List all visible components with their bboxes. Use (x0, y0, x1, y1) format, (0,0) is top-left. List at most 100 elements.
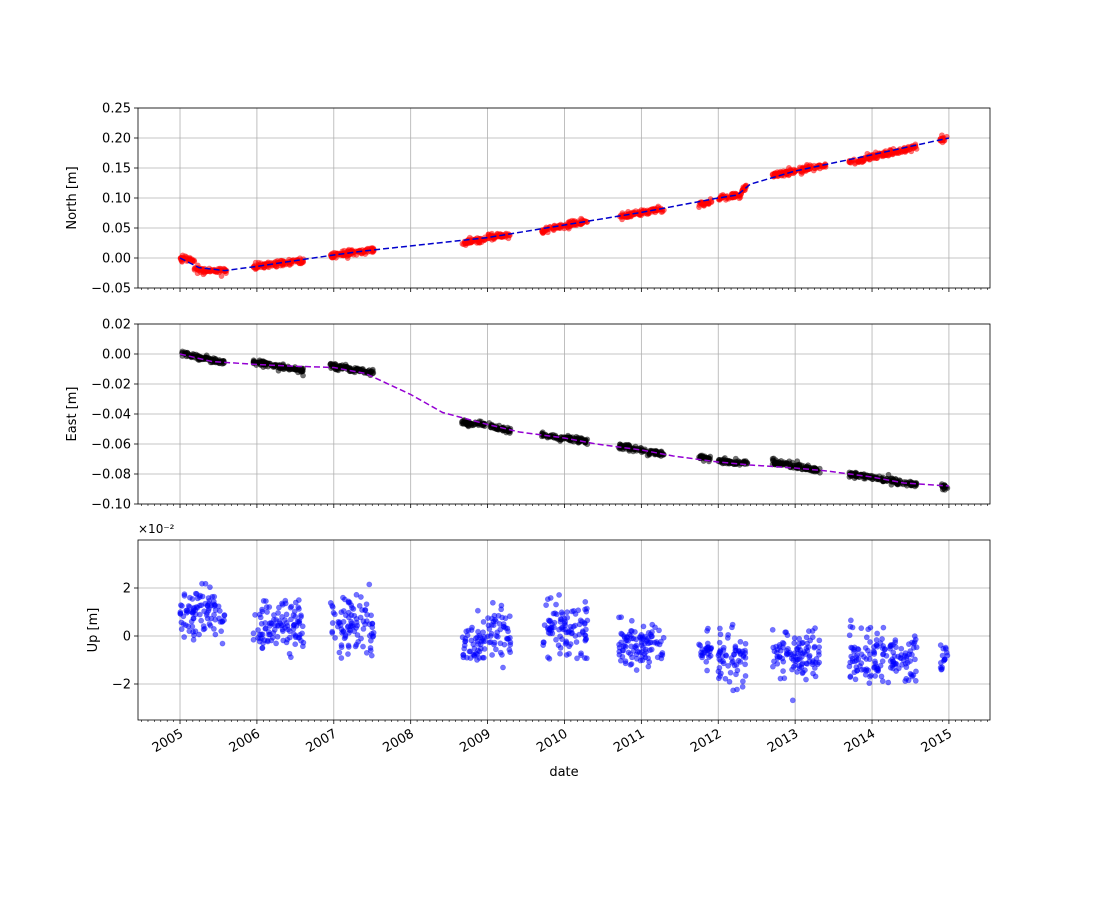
north-point (186, 256, 193, 262)
up-point (274, 633, 281, 640)
up-point (203, 612, 210, 618)
up-point (853, 664, 860, 670)
up-point (292, 599, 299, 606)
up-point (733, 671, 739, 678)
xtick-label-2006: 2006 (227, 726, 263, 756)
up-point (555, 642, 562, 649)
up-point (628, 628, 635, 634)
up-point (345, 609, 352, 616)
up-point (846, 632, 853, 639)
north-point (700, 201, 706, 207)
up-point (742, 640, 749, 647)
north-point (461, 239, 468, 246)
up-point (360, 643, 366, 650)
up-point (879, 636, 885, 642)
east-point (189, 351, 196, 357)
east-point (778, 460, 785, 467)
up-point (369, 620, 376, 627)
up-point (178, 626, 185, 633)
east-ytick-label: 0.00 (102, 348, 131, 363)
up-point (498, 606, 505, 613)
up-point (460, 654, 467, 661)
up-point (366, 581, 373, 588)
up-point (789, 697, 796, 704)
up-point (281, 617, 288, 623)
up-point (487, 633, 494, 639)
up-point (480, 619, 487, 625)
up-point (890, 649, 897, 656)
up-point (327, 599, 334, 606)
up-point (622, 658, 629, 665)
up-point (329, 630, 336, 636)
up-point (292, 641, 299, 648)
up-point (870, 648, 877, 655)
up-point (194, 595, 201, 602)
north-point (341, 247, 348, 254)
up-point (266, 620, 273, 627)
up-point (491, 612, 498, 619)
up-point (848, 653, 855, 660)
up-point (863, 634, 870, 641)
xtick-label-2007: 2007 (304, 726, 340, 756)
up-point (716, 625, 723, 632)
up-point (541, 622, 548, 629)
up-point (296, 631, 303, 638)
up-point (353, 619, 360, 626)
up-ylabel: Up [m] (86, 608, 101, 653)
up-point (358, 635, 364, 642)
up-point (847, 617, 854, 624)
up-point (270, 630, 277, 636)
up-point (351, 612, 358, 619)
up-point (540, 639, 547, 646)
xtick-label-2009: 2009 (457, 726, 493, 756)
north-ytick-label: −0.05 (91, 282, 131, 297)
up-point (252, 611, 258, 618)
up-point (943, 649, 950, 656)
up-point (474, 607, 481, 614)
up-point (866, 656, 873, 663)
up-point (205, 600, 212, 607)
up-point (739, 678, 746, 685)
up-point (283, 639, 290, 646)
up-point (851, 648, 857, 655)
up-point (813, 655, 820, 662)
up-point (198, 602, 205, 609)
up-ytick-label: 2 (123, 582, 131, 597)
up-point (624, 634, 630, 641)
up-point (199, 580, 205, 587)
up-point (283, 611, 290, 618)
up-point (499, 614, 505, 621)
up-point (635, 648, 641, 655)
up-point (780, 668, 786, 674)
up-point (898, 645, 905, 652)
up-point (216, 608, 223, 614)
up-point (336, 649, 343, 656)
up-point (497, 649, 504, 656)
east-point (179, 348, 186, 355)
up-point (892, 637, 899, 643)
up-point (291, 621, 298, 628)
up-point (619, 631, 626, 638)
up-point (363, 601, 370, 608)
up-point (566, 650, 572, 657)
up-point (337, 622, 344, 629)
up-point (584, 605, 590, 612)
x-axis-label: date (549, 765, 578, 780)
north-point (191, 258, 198, 265)
up-point (340, 608, 347, 614)
up-point (486, 639, 493, 646)
up-point (257, 631, 263, 638)
up-point (577, 617, 584, 624)
north-ylabel: North [m] (65, 166, 80, 229)
up-point (181, 634, 188, 640)
up-point (789, 666, 795, 673)
up-point (207, 584, 213, 591)
up-point (872, 673, 879, 679)
up-point (640, 623, 647, 630)
up-point (546, 618, 553, 625)
east-ytick-label: −0.04 (91, 408, 131, 423)
up-point (362, 606, 369, 613)
up-point (286, 650, 293, 657)
north-point (199, 267, 206, 273)
up-point (805, 628, 812, 635)
